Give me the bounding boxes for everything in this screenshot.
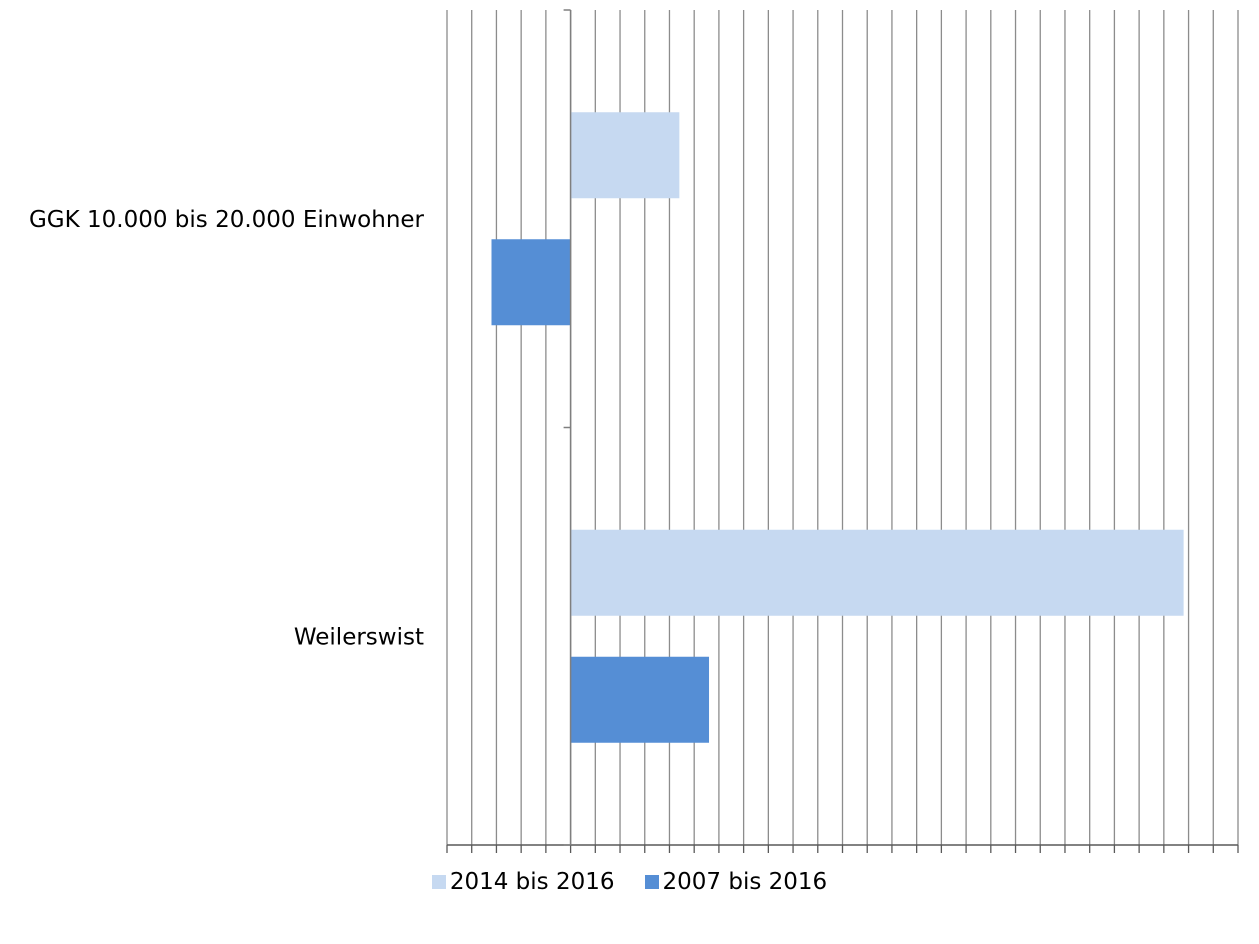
bar-1-2 (570, 529, 1184, 616)
legend-swatch-series-1 (431, 875, 446, 889)
bars (491, 112, 1184, 743)
category-label: Weilerswist (294, 624, 424, 650)
legend-label-series-1: 2014 bis 2016 (449, 869, 615, 895)
bar-1-1 (570, 112, 680, 199)
axes (446, 9, 1239, 853)
category-label: GGK 10.000 bis 20.000 Einwohner (29, 207, 425, 233)
legend-swatch-series-2 (644, 875, 659, 889)
legend-item-series-2: 2007 bis 2016 (644, 869, 828, 895)
bar-2-2 (570, 656, 710, 743)
legend-label-series-2: 2007 bis 2016 (662, 869, 828, 895)
legend-item-series-1: 2014 bis 2016 (431, 869, 615, 895)
bar-2-1 (491, 239, 571, 326)
category-labels: GGK 10.000 bis 20.000 Einwohner Weilerswi… (29, 207, 425, 651)
legend: 2014 bis 2016 2007 bis 2016 (0, 860, 1259, 904)
bar-chart: -0,5-0,4-0,3-0,2-0,100,10,20,30,40,50,60… (29, 9, 1239, 853)
